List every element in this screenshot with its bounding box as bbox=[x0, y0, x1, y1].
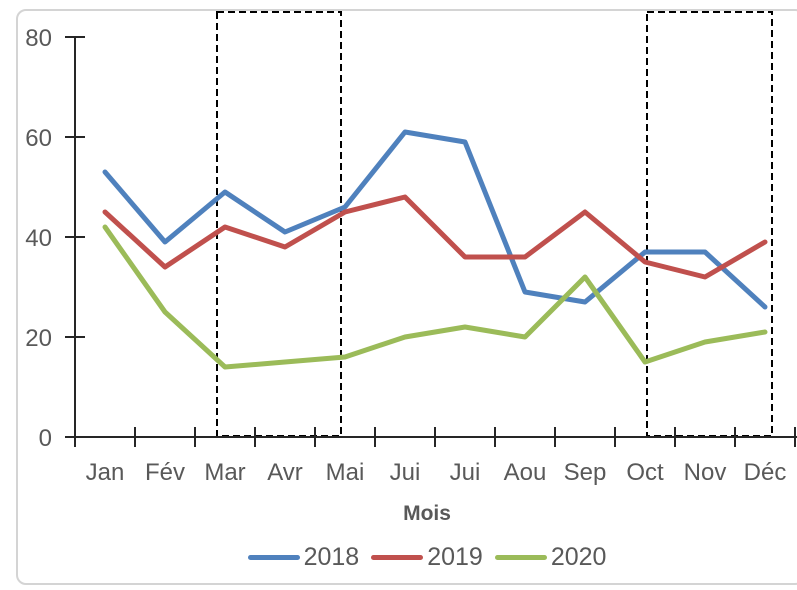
x-axis-label-oct: Oct bbox=[626, 459, 664, 486]
legend-item-2018: 2018 bbox=[247, 542, 360, 571]
y-axis-tick-label: 0 bbox=[39, 425, 52, 452]
legend-line-swatch-2019 bbox=[371, 554, 424, 560]
legend-label: 2018 bbox=[303, 542, 360, 571]
legend-line-swatch-2018 bbox=[247, 554, 300, 560]
x-axis-label-avr: Avr bbox=[267, 459, 303, 486]
series-line-2020 bbox=[102, 224, 768, 370]
x-axis-label-jui: Jui bbox=[390, 459, 421, 486]
x-axis-title: Mois bbox=[403, 502, 451, 525]
legend-item-2020: 2020 bbox=[494, 542, 607, 571]
x-axis-label-mar: Mar bbox=[204, 459, 245, 486]
x-axis-label-mai: Mai bbox=[326, 459, 365, 486]
x-axis-label-déc: Déc bbox=[744, 459, 787, 486]
series-line-2019 bbox=[102, 194, 768, 280]
series-line-2018 bbox=[102, 129, 768, 310]
x-axis-label-jui: Jui bbox=[450, 459, 481, 486]
x-axis-label-jan: Jan bbox=[86, 459, 125, 486]
legend: 2018 2019 2020 bbox=[75, 541, 779, 573]
y-axis-tick-label: 80 bbox=[25, 25, 52, 52]
legend-item-2019: 2019 bbox=[371, 542, 483, 571]
x-axis-label-aou: Aou bbox=[504, 459, 547, 486]
y-axis-tick-label: 60 bbox=[25, 125, 52, 152]
x-axis-label-fév: Fév bbox=[145, 459, 185, 486]
x-axis-label-nov: Nov bbox=[684, 459, 727, 486]
legend-label: 2020 bbox=[550, 542, 607, 571]
y-axis-tick-label: 40 bbox=[25, 225, 52, 252]
highlight-box-oct-déc bbox=[646, 11, 773, 437]
legend-label: 2019 bbox=[427, 542, 483, 571]
legend-line-swatch-2020 bbox=[494, 554, 547, 560]
y-axis-tick-label: 20 bbox=[25, 325, 52, 352]
x-axis-label-sep: Sep bbox=[564, 459, 607, 486]
